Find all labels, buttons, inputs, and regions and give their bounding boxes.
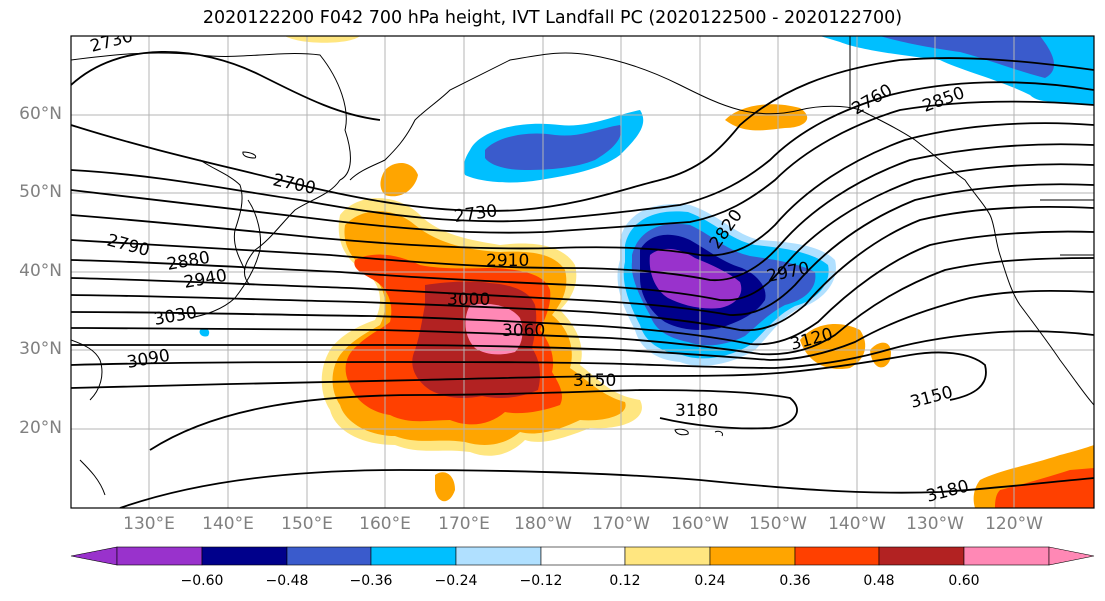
lon-label: 130°E — [123, 514, 175, 534]
colorbar-tick: −0.48 — [265, 573, 309, 589]
coastlines — [71, 36, 1094, 496]
lon-label: 120°W — [985, 514, 1043, 534]
lat-label-20n: 20°N — [19, 418, 62, 438]
lon-label: 170°W — [592, 514, 650, 534]
colorbar-tick: −0.36 — [349, 573, 393, 589]
colorbar-tick: −0.60 — [180, 573, 224, 589]
colorbar-extend-low — [70, 546, 118, 566]
colorbar-tick: 0.60 — [948, 573, 980, 589]
contour-label: 3060 — [502, 321, 545, 341]
colorbar-tick: 0.36 — [779, 573, 811, 589]
colorbar-tick: 0.12 — [609, 573, 641, 589]
contour-label: 2730 — [88, 26, 135, 57]
colorbar-tick: 0.48 — [863, 573, 895, 589]
lat-label-30n: 30°N — [19, 339, 62, 359]
lon-label: 160°W — [671, 514, 729, 534]
contour-label: 2910 — [486, 251, 529, 271]
colorbar-extend-high — [1048, 546, 1095, 566]
contour-label: 3180 — [675, 401, 718, 421]
colorbar-tick: 0.24 — [694, 573, 726, 589]
contour-label: 2790 — [105, 231, 152, 262]
contour-label: 3000 — [447, 290, 490, 310]
contour-label: 3030 — [152, 303, 198, 330]
colorbar-tick: −0.24 — [434, 573, 478, 589]
lat-label-40n: 40°N — [19, 261, 62, 281]
contour-label: 3150 — [573, 371, 616, 391]
lon-label: 180°W — [514, 514, 572, 534]
lon-label: 140°W — [828, 514, 886, 534]
lon-label: 150°E — [281, 514, 333, 534]
lon-label: 150°W — [749, 514, 807, 534]
colorbar — [70, 546, 1095, 566]
contour-label: 2730 — [453, 201, 499, 227]
map-title: 2020122200 F042 700 hPa height, IVT Land… — [202, 8, 903, 28]
lon-label: 170°E — [438, 514, 490, 534]
lon-label: 160°E — [359, 514, 411, 534]
lat-label-50n: 50°N — [19, 182, 62, 202]
height-contours — [71, 50, 1094, 508]
ivt-positive-shading — [285, 36, 1094, 508]
map-frame — [70, 35, 1095, 509]
colorbar-tick: −0.12 — [519, 573, 563, 589]
lon-label: 140°E — [202, 514, 254, 534]
lon-label: 130°W — [906, 514, 964, 534]
contour-label: 3180 — [924, 476, 971, 507]
contour-label: 2700 — [271, 170, 317, 199]
contour-label: 3150 — [908, 382, 955, 413]
lat-label-60n: 60°N — [19, 104, 62, 124]
